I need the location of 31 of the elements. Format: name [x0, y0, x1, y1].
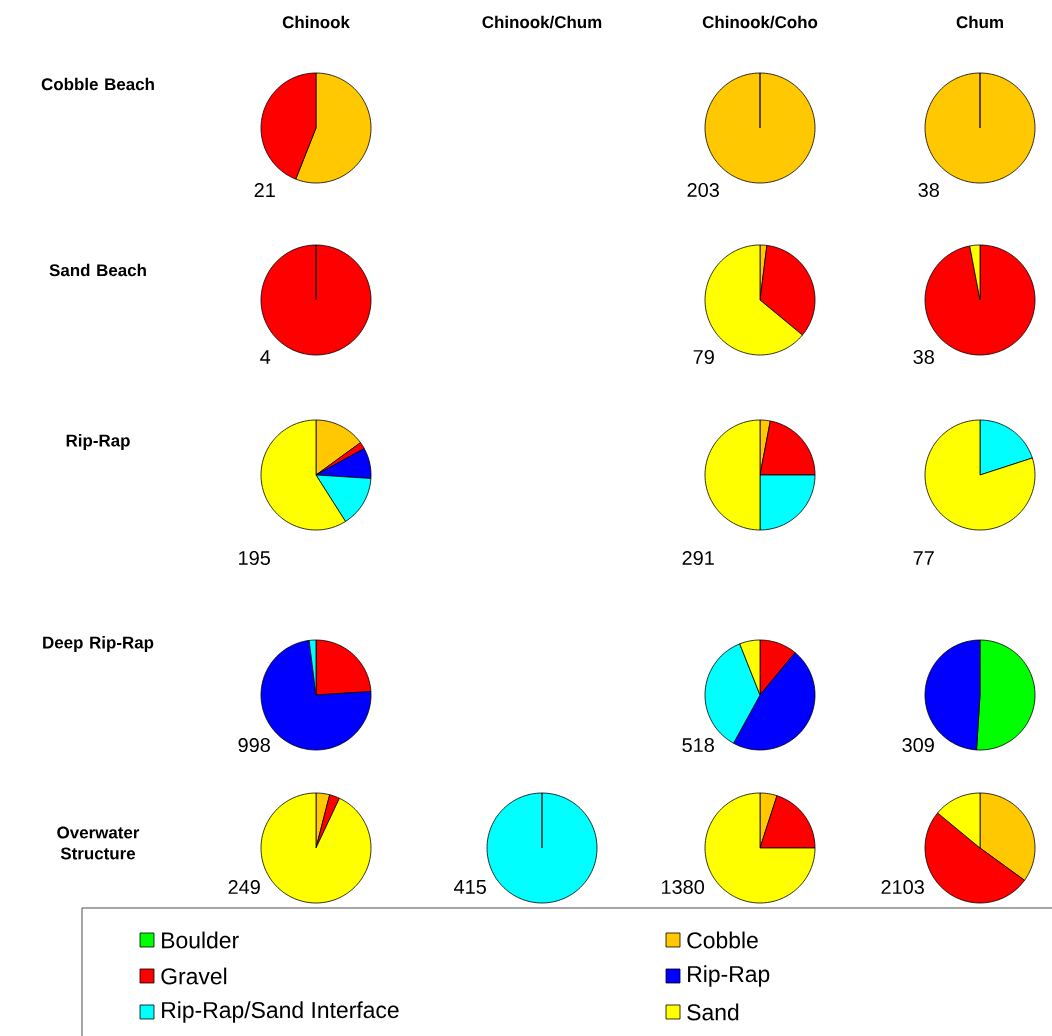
legend-label: Cobble	[687, 931, 758, 949]
legend-label: Rip-Rap	[688, 965, 770, 987]
text: 1380	[662, 879, 705, 895]
text: 309	[902, 737, 934, 753]
text: 77	[913, 551, 934, 565]
text: 291	[682, 550, 714, 566]
text: 249	[228, 879, 260, 895]
text: 38	[918, 182, 939, 198]
category-label: Sand Beach	[49, 263, 146, 277]
category-label: Overwater Structure	[57, 826, 140, 860]
category-label: Chinook/Coho	[702, 15, 818, 29]
text: 79	[693, 349, 714, 365]
text: 195	[239, 550, 270, 566]
text: 4	[260, 350, 271, 364]
category-label: Rip-Rap	[66, 434, 130, 450]
text: 21	[254, 183, 275, 197]
text: 203	[687, 182, 719, 198]
text: 518	[682, 737, 714, 753]
text: 2103	[881, 879, 924, 895]
legend-label: Sand	[687, 1003, 739, 1021]
legend-label: Gravel	[161, 967, 227, 985]
text: 415	[454, 880, 486, 894]
legend-label: Boulder	[162, 931, 239, 949]
category-label: Chinook/Chum	[482, 15, 602, 29]
text: 998	[238, 737, 270, 753]
category-label: Chum	[956, 15, 1003, 29]
category-label: Deep Rip-Rap	[43, 636, 154, 652]
category-label: Cobble Beach	[41, 77, 154, 91]
category-label: Chinook	[282, 15, 350, 29]
legend-label: Rip-Rap/Sand Interface	[162, 1001, 399, 1023]
text: 38	[913, 349, 934, 365]
